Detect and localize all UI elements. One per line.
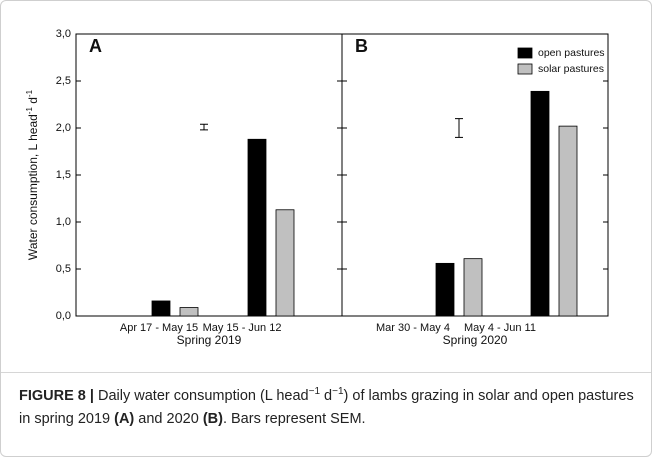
y-axis-label-sup: -1 [25, 89, 34, 97]
x-tick-label: Mar 30 - May 4 [376, 322, 450, 334]
y-axis-label-part: Water consumption, L head [26, 114, 40, 260]
separator [1, 372, 651, 373]
bar [558, 125, 578, 317]
y-axis-label: Water consumption, L head-1 d-1 [25, 89, 41, 260]
y-tick-label: 2,5 [56, 75, 71, 87]
caption-text: and 2020 [134, 411, 203, 427]
y-tick-label: 0,5 [56, 263, 71, 275]
caption-bold: (B) [202, 411, 223, 427]
x-axis-label: Spring 2019 [177, 333, 242, 347]
legend-label: solar pastures [538, 63, 604, 75]
caption-sup: −1 [308, 386, 321, 398]
bar [247, 138, 267, 317]
caption-label: FIGURE 8 | [19, 388, 94, 404]
y-tick-label: 0,0 [56, 310, 71, 322]
panel-label: A [89, 36, 102, 56]
y-tick-label: 1,5 [56, 169, 71, 181]
caption: FIGURE 8 | Daily water consumption (L he… [19, 385, 639, 431]
bar [275, 209, 295, 317]
bar [179, 307, 199, 317]
bar [463, 258, 483, 317]
legend-label: open pastures [538, 47, 605, 59]
y-tick-label: 1,0 [56, 216, 71, 228]
chart: 0,0 0,5 1,0 1,5 2,0 2,5 3,0 Water consumption, … [25, 28, 609, 347]
x-tick-label: May 15 - Jun 12 [203, 322, 282, 334]
x-axis-label: Spring 2020 [443, 333, 508, 347]
y-tick-label: 2,0 [56, 122, 71, 134]
caption-text: d [320, 388, 333, 404]
caption-text: ) of lambs grazing in solar and open pas… [19, 388, 634, 427]
panel-label: B [355, 36, 368, 56]
bar [530, 90, 550, 317]
x-tick-label: Apr 17 - May 15 [120, 322, 198, 334]
legend-swatch [517, 47, 533, 59]
caption-bold: (A) [114, 411, 135, 427]
y-axis-label-part: d [26, 97, 40, 107]
y-axis-label-sup: -1 [25, 107, 34, 115]
x-tick-label: May 4 - Jun 11 [464, 322, 536, 334]
bar [435, 262, 455, 317]
bar [151, 300, 171, 317]
y-tick-label: 3,0 [56, 28, 71, 40]
caption-sup: −1 [332, 386, 344, 398]
caption-text: . Bars represent SEM. [222, 411, 366, 427]
legend-swatch [517, 63, 533, 75]
caption-text: Daily water consumption (L head [93, 388, 309, 404]
